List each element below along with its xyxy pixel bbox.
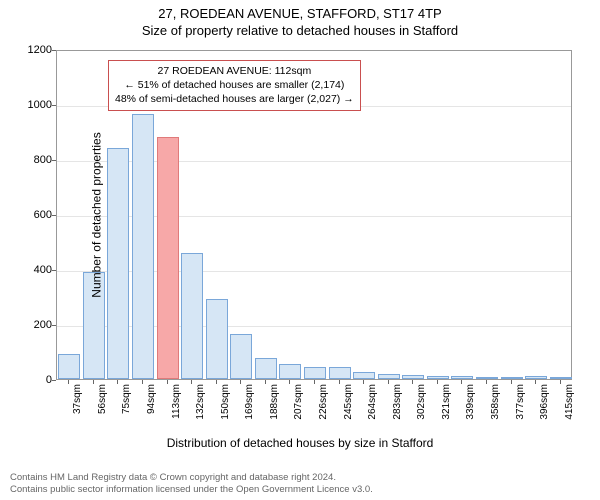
credits-line-2: Contains public sector information licen… [10,484,373,495]
x-tick-mark [363,380,364,384]
bar [132,114,154,379]
x-tick-mark [191,380,192,384]
annotation-line-3: 48% of semi-detached houses are larger (… [115,92,354,106]
x-tick-label: 188sqm [269,384,280,444]
credits-line-1: Contains HM Land Registry data © Crown c… [10,472,373,483]
x-tick-label: 132sqm [195,384,206,444]
y-tick-label: 200 [12,319,52,331]
x-tick-mark [437,380,438,384]
x-tick-label: 283sqm [392,384,403,444]
x-tick-mark [486,380,487,384]
bar [304,367,326,379]
y-tick-label: 400 [12,264,52,276]
x-tick-mark [216,380,217,384]
bar [427,376,449,379]
annotation-box: 27 ROEDEAN AVENUE: 112sqm ← 51% of detac… [108,60,361,111]
bar [181,253,203,380]
x-tick-label: 321sqm [441,384,452,444]
x-tick-label: 415sqm [564,384,575,444]
x-tick-mark [412,380,413,384]
x-tick-mark [511,380,512,384]
y-tick-label: 0 [12,374,52,386]
x-tick-mark [535,380,536,384]
bar [402,375,424,379]
x-tick-mark [265,380,266,384]
x-tick-mark [117,380,118,384]
bar [501,377,523,379]
bar [107,148,129,379]
bar [255,358,277,379]
x-tick-label: 339sqm [465,384,476,444]
bar-highlight [157,137,179,379]
x-tick-mark [388,380,389,384]
chart-title-subtitle: Size of property relative to detached ho… [0,23,600,38]
x-tick-mark [461,380,462,384]
x-tick-label: 396sqm [539,384,550,444]
bar [206,299,228,379]
y-tick-mark [52,50,56,51]
chart-title-address: 27, ROEDEAN AVENUE, STAFFORD, ST17 4TP [0,6,600,21]
y-tick-mark [52,270,56,271]
x-tick-mark [142,380,143,384]
x-tick-mark [289,380,290,384]
x-tick-label: 113sqm [171,384,182,444]
x-tick-mark [240,380,241,384]
y-tick-mark [52,215,56,216]
x-tick-label: 169sqm [244,384,255,444]
bar [279,364,301,379]
x-tick-label: 150sqm [220,384,231,444]
y-tick-mark [52,105,56,106]
bar [329,367,351,379]
bar [378,374,400,380]
annotation-line-1: 27 ROEDEAN AVENUE: 112sqm [115,64,354,78]
x-tick-label: 377sqm [515,384,526,444]
bar [451,376,473,379]
bar [58,354,80,379]
x-tick-label: 94sqm [146,384,157,444]
x-tick-mark [167,380,168,384]
credits: Contains HM Land Registry data © Crown c… [10,472,373,495]
y-tick-mark [52,160,56,161]
x-tick-mark [68,380,69,384]
x-tick-mark [339,380,340,384]
y-axis-label: Number of detached properties [90,132,104,297]
x-tick-mark [93,380,94,384]
x-tick-label: 264sqm [367,384,378,444]
x-tick-label: 75sqm [121,384,132,444]
x-tick-label: 245sqm [343,384,354,444]
bar [525,376,547,379]
x-tick-label: 207sqm [293,384,304,444]
bar [353,372,375,379]
x-tick-label: 302sqm [416,384,427,444]
x-tick-mark [314,380,315,384]
x-tick-label: 358sqm [490,384,501,444]
bar [476,377,498,379]
y-tick-label: 1200 [12,44,52,56]
x-tick-mark [560,380,561,384]
x-tick-label: 226sqm [318,384,329,444]
y-tick-mark [52,325,56,326]
y-tick-label: 1000 [12,99,52,111]
y-tick-label: 800 [12,154,52,166]
x-tick-label: 56sqm [97,384,108,444]
bar [550,377,572,379]
x-tick-label: 37sqm [72,384,83,444]
y-tick-mark [52,380,56,381]
y-tick-label: 600 [12,209,52,221]
annotation-line-2: ← 51% of detached houses are smaller (2,… [115,78,354,92]
bar [230,334,252,379]
